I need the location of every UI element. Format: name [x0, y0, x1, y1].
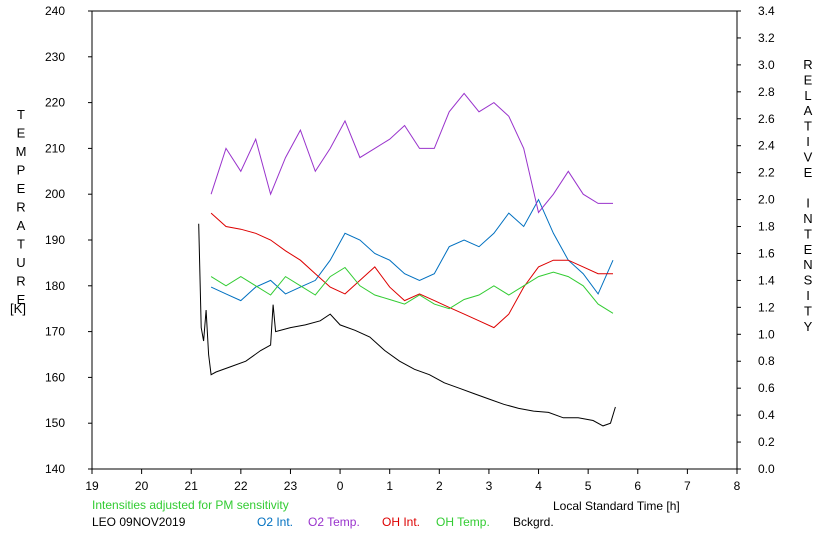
- y-tick-label-left: 200: [45, 187, 65, 201]
- series-layer: [198, 92, 616, 427]
- legend-o2-int: O2 Int.: [257, 515, 294, 529]
- legend-bckgrd: Bckgrd.: [513, 515, 554, 529]
- y-axis-label-right-letter: N: [803, 257, 812, 272]
- y-axis-label-right-letter: V: [804, 149, 813, 164]
- y-tick-label-left: 150: [45, 416, 65, 430]
- y-tick-label-right: 2.4: [758, 139, 775, 153]
- y-tick-label-left: 210: [45, 141, 65, 155]
- y-tick-label-left: 230: [45, 50, 65, 64]
- x-tick-label: 4: [535, 479, 542, 493]
- y-tick-label-right: 1.2: [758, 300, 775, 314]
- y-axis-label-right-letter: N: [803, 211, 812, 226]
- x-tick-label: 23: [284, 479, 298, 493]
- x-tick-label: 0: [337, 479, 344, 493]
- x-tick-label: 3: [486, 479, 493, 493]
- y-axis-label-left-letter: U: [16, 255, 25, 270]
- y-axis-label-right-letter: E: [804, 242, 813, 257]
- series-line-oh-int: [210, 212, 613, 329]
- y-tick-label-right: 2.8: [758, 85, 775, 99]
- y-axis-label-right-letter: S: [804, 273, 813, 288]
- y-axis-label-left-letter: E: [17, 126, 26, 141]
- y-axis-label-left-letter: M: [16, 144, 27, 159]
- x-tick-label: 2: [436, 479, 443, 493]
- y-tick-label-right: 3.4: [758, 4, 775, 18]
- y-axis-label-right-letter: T: [804, 226, 812, 241]
- plot-frame: [91, 10, 738, 470]
- y-tick-label-right: 2.6: [758, 112, 775, 126]
- y-tick-label-right: 3.2: [758, 31, 775, 45]
- y-axis-label-right-letter: E: [804, 72, 813, 87]
- series-line-oh-temp: [210, 266, 614, 314]
- y-axis-label-left-letter: P: [17, 163, 26, 178]
- y-tick-label-left: 160: [45, 370, 65, 384]
- series-line-o2-int: [210, 198, 614, 302]
- y-tick-label-right: 1.8: [758, 220, 775, 234]
- x-tick-label: 7: [684, 479, 691, 493]
- x-tick-label: 8: [734, 479, 741, 493]
- station-label: LEO 09NOV2019: [92, 515, 186, 529]
- y-tick-label-left: 140: [45, 462, 65, 476]
- y-axis-unit-left: [K]: [10, 301, 26, 316]
- y-axis-label-right-letter: T: [804, 303, 812, 318]
- y-axis-label-right-letter: A: [804, 103, 813, 118]
- y-tick-label-right: 1.6: [758, 246, 775, 260]
- y-tick-label-right: 2.0: [758, 193, 775, 207]
- series-line-o2-temp: [210, 92, 613, 214]
- y-axis-label-left-letter: R: [16, 274, 25, 289]
- y-tick-label-right: 1.4: [758, 273, 775, 287]
- y-tick-label-left: 220: [45, 96, 65, 110]
- series-line-bckgrd: [198, 223, 616, 427]
- y-axis-label-right-letter: I: [806, 134, 810, 149]
- y-axis-label-right-letter: L: [804, 88, 811, 103]
- x-tick-label: 22: [234, 479, 248, 493]
- legend-oh-temp: OH Temp.: [436, 515, 490, 529]
- x-tick-label: 20: [135, 479, 149, 493]
- y-tick-label-right: 3.0: [758, 58, 775, 72]
- y-tick-label-right: 0.2: [758, 435, 775, 449]
- y-tick-label-right: 0.0: [758, 462, 775, 476]
- axis-ticks: 19 20 21 22 23 0 1 2 3 4 5 6 7 8140150160170180190200…: [45, 4, 775, 493]
- y-tick-label-left: 170: [45, 325, 65, 339]
- y-tick-label-right: 2.2: [758, 166, 775, 180]
- y-tick-label-right: 0.6: [758, 381, 775, 395]
- y-tick-label-right: 0.4: [758, 408, 775, 422]
- y-tick-label-left: 180: [45, 279, 65, 293]
- x-tick-label: 21: [185, 479, 199, 493]
- sensitivity-note: Intensities adjusted for PM sensitivity: [92, 498, 289, 512]
- y-tick-label-left: 190: [45, 233, 65, 247]
- y-axis-label-left-letter: T: [17, 107, 25, 122]
- y-axis-label-left-letter: E: [17, 181, 26, 196]
- x-tick-label: 5: [585, 479, 592, 493]
- y-tick-label-left: 240: [45, 4, 65, 18]
- x-tick-label: 6: [634, 479, 641, 493]
- legend-o2-temp: O2 Temp.: [308, 515, 360, 529]
- legend-oh-int: OH Int.: [382, 515, 421, 529]
- y-axis-label-right-letter: E: [804, 165, 813, 180]
- y-axis-label-right-letter: I: [806, 288, 810, 303]
- x-tick-label: 1: [386, 479, 393, 493]
- y-axis-label-left-letter: A: [17, 218, 26, 233]
- y-axis-label-left-letter: R: [16, 200, 25, 215]
- y-axis-label-right-letter: Y: [804, 319, 813, 334]
- y-axis-label-right-letter: R: [803, 57, 812, 72]
- y-tick-label-right: 1.0: [758, 327, 775, 341]
- y-tick-label-right: 0.8: [758, 354, 775, 368]
- y-axis-label-left-letter: T: [17, 237, 25, 252]
- x-tick-label: 19: [85, 479, 99, 493]
- y-axis-label-left-letter: E: [17, 292, 26, 307]
- x-axis-label: Local Standard Time [h]: [553, 499, 680, 513]
- y-axis-label-right-letter: T: [804, 119, 812, 134]
- y-axis-label-right-letter: I: [806, 196, 810, 211]
